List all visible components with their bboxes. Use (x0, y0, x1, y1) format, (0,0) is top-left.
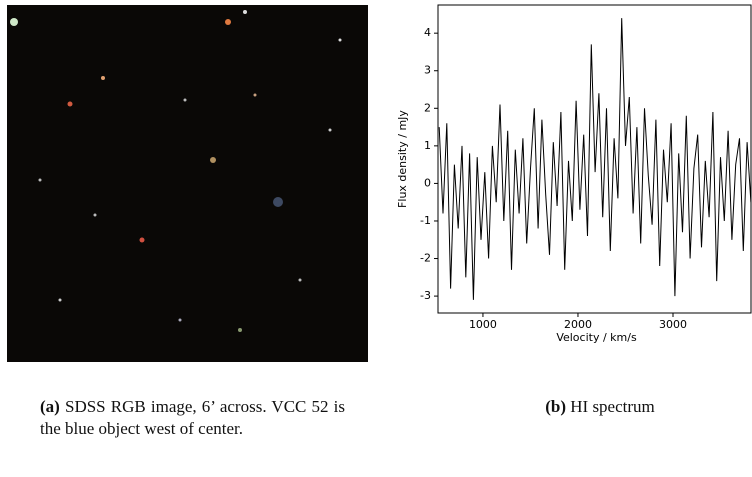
caption-b: (b) HI spectrum (480, 396, 720, 418)
y-tick-label: -2 (420, 252, 431, 265)
y-axis-label: Flux density / mJy (396, 110, 409, 208)
sdss-image (7, 5, 368, 362)
x-tick-label: 2000 (564, 318, 592, 331)
x-axis-label: Velocity / km/s (556, 331, 637, 344)
caption-label: (b) (545, 397, 566, 416)
figure: -3 -2 -1 0 1 2 3 4 1000 2000 3000 Velocity / km/s Fl… (7, 4, 752, 362)
spectrum-chart: -3 -2 -1 0 1 2 3 4 1000 2000 3000 Velocity / km/s Fl… (396, 4, 752, 344)
y-tick-label: 2 (424, 101, 431, 114)
spectrum-line (438, 18, 752, 300)
y-tick-label: 3 (424, 64, 431, 77)
caption-text: HI spectrum (570, 397, 655, 416)
caption-text: SDSS RGB image, 6’ across. VCC 52 is the… (40, 397, 345, 438)
caption-a: (a) SDSS RGB image, 6’ across. VCC 52 is… (40, 396, 345, 440)
y-tick-label: 4 (424, 26, 431, 39)
x-tick-label: 3000 (659, 318, 687, 331)
y-tick-label: 0 (424, 176, 431, 189)
y-tick-label: 1 (424, 139, 431, 152)
y-tick-label: -1 (420, 214, 431, 227)
x-tick-label: 1000 (469, 318, 497, 331)
caption-label: (a) (40, 397, 60, 416)
y-tick-label: -3 (420, 289, 431, 302)
plot-frame (437, 4, 752, 314)
